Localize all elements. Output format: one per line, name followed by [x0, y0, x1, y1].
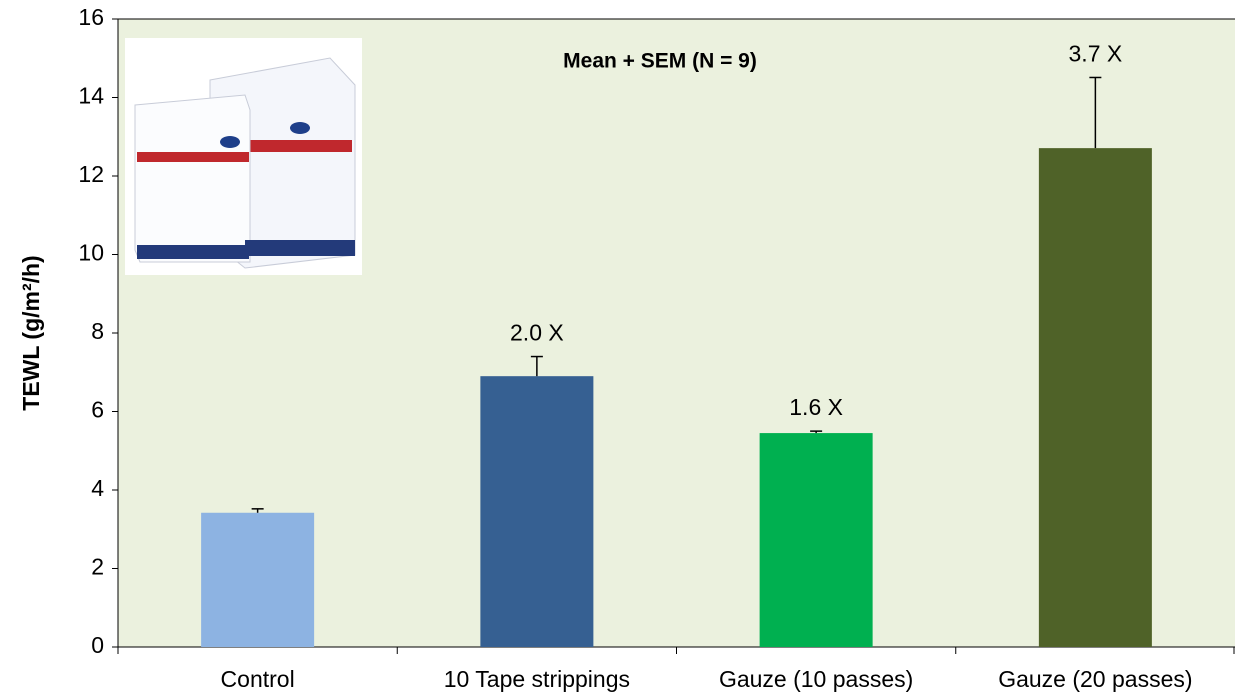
- product-photo: [125, 38, 362, 275]
- error-bar: [251, 508, 264, 513]
- chart-title: Mean + SEM (N = 9): [563, 50, 757, 73]
- bar: [1038, 148, 1152, 647]
- bar: [480, 376, 594, 647]
- y-tick-label: 10: [78, 240, 104, 266]
- y-axis-label: TEWL (g/m²/h): [18, 255, 44, 410]
- bar-annotation: 2.0 X: [510, 320, 564, 346]
- y-tick-label: 12: [78, 161, 104, 187]
- bar-annotation: 3.7 X: [1069, 41, 1123, 67]
- bar-annotation: 1.6 X: [789, 394, 843, 420]
- x-tick-label: Control: [221, 666, 295, 692]
- bar: [759, 433, 873, 647]
- x-tick-label: 10 Tape strippings: [444, 666, 630, 692]
- x-tick-label: Gauze (10 passes): [719, 666, 913, 692]
- x-tick-label: Gauze (20 passes): [998, 666, 1192, 692]
- y-tick-label: 2: [91, 554, 104, 580]
- y-tick-label: 6: [91, 397, 104, 423]
- bar: [201, 512, 315, 647]
- y-tick-label: 16: [78, 4, 104, 30]
- error-bar: [810, 430, 823, 434]
- error-bar: [1089, 76, 1102, 149]
- error-bar: [530, 355, 543, 377]
- y-tick-label: 4: [91, 475, 104, 501]
- y-tick-label: 8: [91, 318, 104, 344]
- y-tick-label: 0: [91, 632, 104, 658]
- y-tick-label: 14: [78, 83, 104, 109]
